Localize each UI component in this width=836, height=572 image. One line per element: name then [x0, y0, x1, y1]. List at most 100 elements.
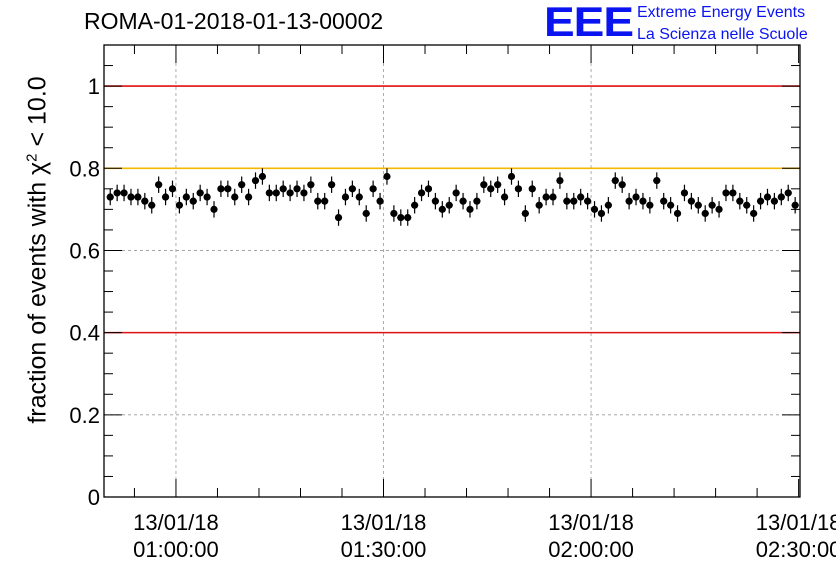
data-marker: [189, 197, 197, 205]
data-marker: [328, 181, 336, 189]
data-marker: [507, 172, 516, 181]
data-point: [113, 184, 121, 202]
data-marker: [424, 185, 433, 193]
data-marker: [466, 205, 474, 213]
data-point: [224, 180, 232, 198]
data-marker: [161, 193, 170, 201]
data-point: [168, 180, 177, 198]
data-point: [701, 205, 709, 222]
data-point: [646, 197, 654, 214]
data-point: [196, 184, 204, 202]
data-marker: [155, 181, 163, 189]
x-tick-label-time: 02:00:00: [548, 537, 634, 562]
data-marker: [494, 181, 502, 189]
data-point: [286, 184, 294, 202]
data-marker: [397, 213, 405, 222]
x-tick-label-date: 13/01/18: [133, 510, 219, 535]
data-marker: [542, 193, 550, 201]
data-marker: [514, 185, 523, 193]
data-point: [729, 184, 737, 202]
data-marker: [134, 193, 142, 201]
data-marker: [362, 209, 370, 218]
data-marker: [701, 209, 709, 218]
data-point: [577, 188, 585, 206]
data-point: [687, 192, 695, 210]
data-point: [362, 205, 370, 222]
data-point: [528, 180, 536, 198]
data-point: [667, 197, 675, 214]
data-point: [514, 180, 523, 198]
data-marker: [611, 177, 619, 185]
plot-frame: [103, 44, 801, 498]
data-marker: [722, 189, 730, 197]
data-point: [590, 201, 599, 218]
data-point: [487, 180, 495, 198]
data-point: [708, 197, 716, 214]
data-marker: [528, 185, 536, 193]
data-marker: [653, 177, 661, 185]
data-point: [473, 192, 481, 210]
data-point: [715, 201, 723, 218]
data-point: [321, 192, 329, 210]
data-marker: [632, 193, 640, 201]
data-point: [265, 184, 273, 202]
data-marker: [729, 189, 737, 197]
data-point: [722, 184, 730, 202]
y-tick-label: 0.8: [69, 156, 100, 181]
data-marker: [300, 189, 308, 197]
data-marker: [348, 185, 356, 193]
data-marker: [203, 193, 211, 201]
data-marker: [265, 189, 273, 197]
data-marker: [127, 193, 135, 201]
data-point: [584, 192, 592, 210]
x-axis: 13/01/1801:00:0013/01/1801:30:0013/01/18…: [133, 45, 836, 562]
data-point: [355, 188, 363, 206]
data-point: [632, 188, 640, 206]
logo-line-2: La Scienza nelle Scuole: [637, 26, 808, 43]
data-marker: [480, 181, 488, 189]
data-marker: [369, 185, 377, 193]
x-tick-label-date: 13/01/18: [756, 510, 836, 535]
data-point: [597, 205, 606, 222]
data-marker: [286, 189, 294, 197]
data-point: [383, 168, 391, 185]
data-point: [348, 180, 356, 198]
data-point: [210, 201, 218, 218]
data-marker: [521, 209, 529, 218]
data-point: [314, 192, 322, 210]
data-point: [258, 168, 267, 185]
data-point: [521, 205, 529, 222]
data-marker: [417, 189, 426, 197]
data-point: [570, 192, 578, 210]
data-point: [417, 184, 426, 202]
data-marker: [231, 193, 239, 201]
data-point: [293, 180, 301, 198]
data-marker: [694, 201, 702, 209]
data-point: [625, 192, 633, 210]
data-point: [784, 184, 792, 202]
data-point: [549, 188, 557, 206]
data-marker: [500, 193, 509, 201]
data-point: [134, 188, 142, 206]
data-point: [507, 168, 516, 185]
data-point: [189, 192, 197, 210]
data-point: [431, 192, 439, 210]
y-axis: 0 0.2 0.4 0.6 0.8 1: [69, 44, 800, 510]
y-tick-label: 0.2: [69, 403, 100, 428]
data-marker: [639, 197, 647, 205]
data-point: [459, 192, 467, 210]
data-marker: [549, 193, 557, 201]
data-point: [334, 209, 343, 226]
data-marker: [570, 197, 578, 205]
data-point: [272, 184, 280, 202]
data-point: [750, 205, 758, 222]
data-point: [369, 180, 377, 198]
data-marker: [175, 201, 184, 209]
grid-lines: [104, 45, 800, 497]
data-point: [141, 192, 149, 210]
data-marker: [736, 197, 744, 205]
data-marker: [563, 197, 571, 205]
data-marker: [556, 177, 564, 185]
data-point: [466, 201, 474, 218]
